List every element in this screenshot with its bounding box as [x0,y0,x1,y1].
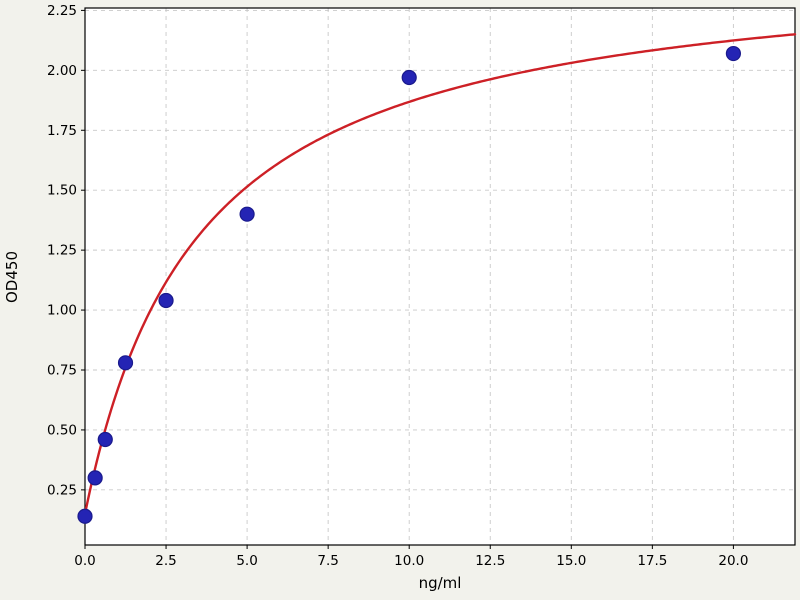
y-tick-label: 0.75 [47,362,77,378]
data-point [725,45,742,62]
data-point [77,508,93,524]
plot-area [85,8,795,545]
y-tick-label: 1.25 [47,243,77,259]
x-tick-label: 5.0 [236,553,257,569]
fit-curve [83,33,797,516]
y-tick-label: 0.25 [47,482,77,498]
x-tick-label: 10.0 [394,553,424,569]
x-axis-label: ng/ml [419,574,462,592]
data-point [158,292,174,309]
plot-frame [84,7,796,546]
x-tick-label: 2.5 [155,553,176,569]
data-point [401,69,417,86]
x-tick-label: 17.5 [637,553,667,569]
data-point [117,355,134,371]
x-tick-label: 15.0 [556,553,586,569]
y-tick-label: 2.00 [47,63,77,79]
x-tick-label: 0.0 [74,553,95,569]
x-tick-label: 12.5 [475,553,505,569]
y-tick-label: 0.50 [47,422,77,438]
y-tick-label: 1.00 [47,303,77,319]
x-tick-label: 7.5 [317,553,338,569]
x-tick-label: 20.0 [718,553,748,569]
y-tick-label: 2.25 [47,3,77,19]
y-axis-label: OD450 [3,251,21,303]
y-tick-label: 1.50 [47,183,77,199]
data-point [239,206,255,222]
data-point [97,431,113,448]
data-point [87,470,103,486]
y-tick-label: 1.75 [47,123,77,139]
